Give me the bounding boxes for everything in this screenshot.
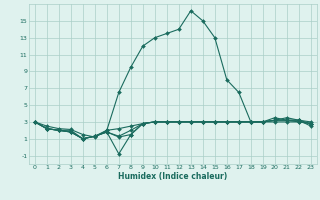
X-axis label: Humidex (Indice chaleur): Humidex (Indice chaleur): [118, 172, 228, 181]
